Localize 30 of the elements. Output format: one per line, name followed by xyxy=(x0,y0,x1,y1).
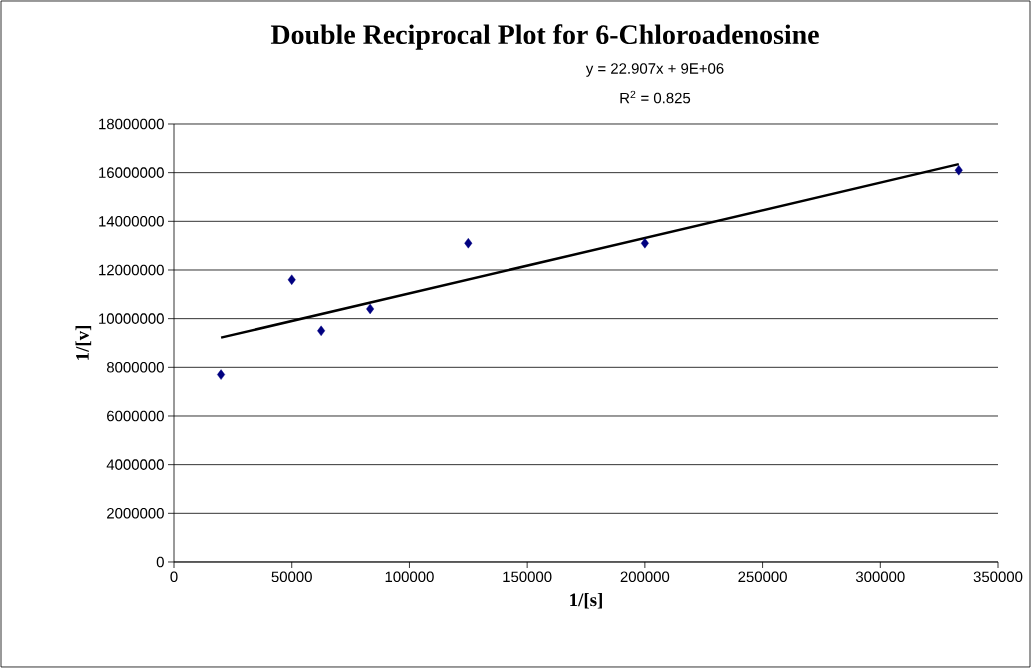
y-tick-label: 6000000 xyxy=(107,410,164,422)
y-tick-label: 16000000 xyxy=(99,167,164,178)
x-tick-label: 250000 xyxy=(738,571,787,583)
y-tick-label: 18000000 xyxy=(99,118,164,130)
point xyxy=(317,325,326,337)
y-tick-label: 8000000 xyxy=(106,362,164,373)
x-tick-label: 0 xyxy=(170,571,178,583)
x-tick-label: 150000 xyxy=(503,571,552,583)
x-tick-label: 300000 xyxy=(855,571,905,583)
y-tick-label: 12000000 xyxy=(99,264,164,276)
y-tick-label: 14000000 xyxy=(99,216,164,227)
point xyxy=(366,303,375,315)
point xyxy=(287,274,296,285)
y-tick-label: 10000000 xyxy=(99,313,164,324)
y-tick-label: 4000000 xyxy=(106,459,164,470)
point xyxy=(464,238,473,249)
text: R$^{2}$ = 0.825 xyxy=(620,90,691,104)
point xyxy=(217,369,226,380)
y-tick-label: 0 xyxy=(156,556,164,568)
point xyxy=(954,165,963,176)
text: y = 22.907x + 9E+06 xyxy=(585,63,724,77)
x-tick-label: 350000 xyxy=(973,571,1023,583)
x-tick-label: 50000 xyxy=(271,571,312,583)
x-axis-title: 1/[s] xyxy=(570,592,602,609)
y-tick-label: 2000000 xyxy=(107,508,164,519)
x-tick-label: 100000 xyxy=(385,571,434,583)
point xyxy=(640,238,649,249)
x-tick-label: 200000 xyxy=(620,571,670,583)
chart-title: Double Reciprocal Plot for 6-Chloroadenosine xyxy=(270,24,819,50)
y-axis-title: 1/[v] xyxy=(75,326,92,360)
